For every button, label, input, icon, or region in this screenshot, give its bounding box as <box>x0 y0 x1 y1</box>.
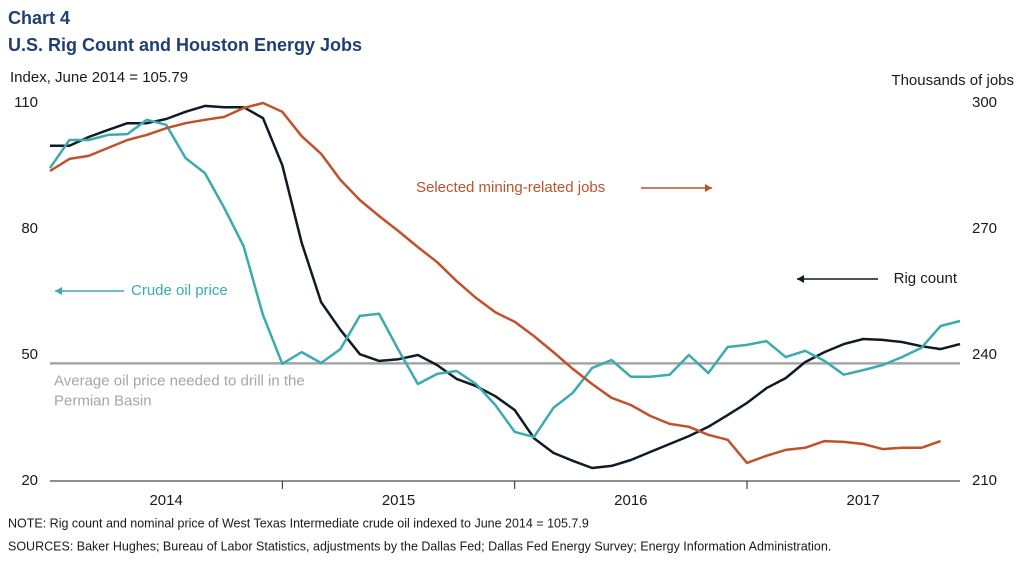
y-tick-label: 110 <box>14 94 38 111</box>
note: NOTE: Rig count and nominal price of Wes… <box>8 516 589 530</box>
arrow-head <box>55 287 62 295</box>
x-tick-label: 2014 <box>149 492 182 509</box>
series-annotation: Rig count <box>894 270 958 287</box>
series-line <box>50 104 961 470</box>
y-tick-label: 80 <box>21 220 38 237</box>
series-annotation: Selected mining-related jobs <box>416 179 605 196</box>
arrow-head <box>797 275 804 283</box>
series-line <box>49 101 942 465</box>
x-tick-label: 2015 <box>382 492 415 509</box>
y-tick-label: 20 <box>21 472 38 489</box>
chart-subtitle: U.S. Rig Count and Houston Energy Jobs <box>8 35 362 55</box>
y2-tick-label: 270 <box>972 220 997 237</box>
y2-tick-label: 210 <box>972 472 997 489</box>
y2-axis-label: Thousands of jobs <box>891 72 1014 89</box>
x-tick-label: 2016 <box>614 492 647 509</box>
y2-tick-label: 240 <box>972 346 997 363</box>
y2-tick-label: 300 <box>972 94 997 111</box>
reference-label: Average oil price needed to drill in the <box>54 372 305 389</box>
y-axis-label: Index, June 2014 = 105.79 <box>10 69 188 86</box>
reference-label: Permian Basin <box>54 392 152 409</box>
series-line <box>48 118 961 439</box>
series-annotation: Crude oil price <box>131 282 228 299</box>
x-tick-label: 2017 <box>847 492 880 509</box>
sources: SOURCES: Baker Hughes; Bureau of Labor S… <box>8 539 831 553</box>
chart-title: Chart 4 <box>8 8 70 28</box>
y-tick-label: 50 <box>21 346 38 363</box>
arrow-head <box>705 184 712 192</box>
